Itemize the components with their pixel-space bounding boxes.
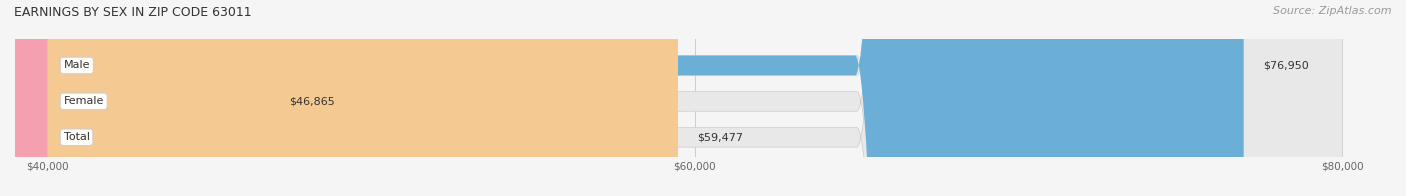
Text: $59,477: $59,477 xyxy=(697,132,744,142)
FancyBboxPatch shape xyxy=(48,0,1343,196)
Text: $46,865: $46,865 xyxy=(290,96,335,106)
Text: Total: Total xyxy=(63,132,90,142)
Text: Female: Female xyxy=(63,96,104,106)
FancyBboxPatch shape xyxy=(48,0,678,196)
Text: Male: Male xyxy=(63,60,90,70)
FancyBboxPatch shape xyxy=(0,0,436,196)
FancyBboxPatch shape xyxy=(48,0,1244,196)
FancyBboxPatch shape xyxy=(48,0,1343,196)
FancyBboxPatch shape xyxy=(48,0,1343,196)
Text: Source: ZipAtlas.com: Source: ZipAtlas.com xyxy=(1274,6,1392,16)
Text: $76,950: $76,950 xyxy=(1263,60,1309,70)
Text: EARNINGS BY SEX IN ZIP CODE 63011: EARNINGS BY SEX IN ZIP CODE 63011 xyxy=(14,6,252,19)
